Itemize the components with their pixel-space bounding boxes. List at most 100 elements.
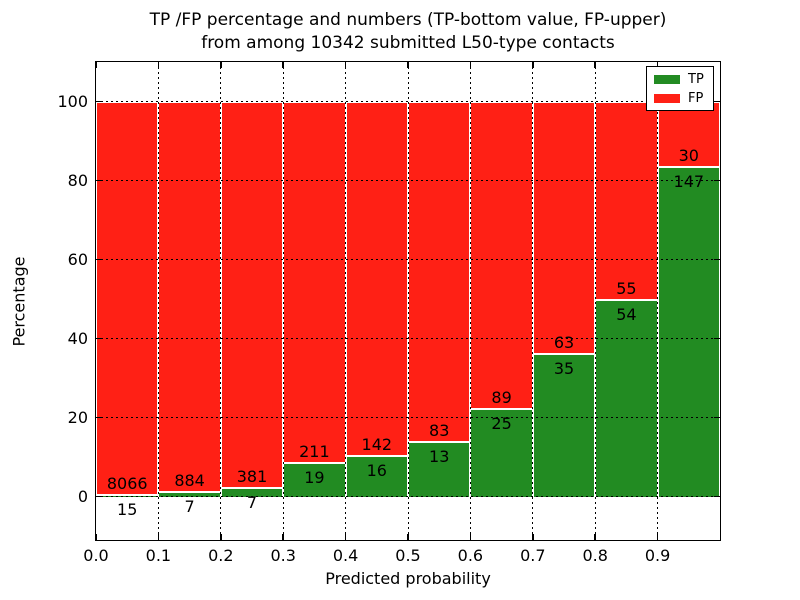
y-tick-mark xyxy=(96,100,102,103)
x-tick-label: 0.6 xyxy=(457,546,484,565)
fp-legend-swatch xyxy=(654,94,680,103)
fp-count-label: 55 xyxy=(616,278,637,298)
x-tick-label: 0.0 xyxy=(83,546,109,565)
y-tick-mark xyxy=(714,337,720,340)
bar-segment-tp xyxy=(158,493,221,497)
gridline-vertical xyxy=(282,62,284,540)
x-tick-mark xyxy=(594,62,596,68)
tp-count-label: 25 xyxy=(491,413,512,433)
tp-count-label: 7 xyxy=(246,493,258,513)
y-tick-label: 20 xyxy=(67,407,88,427)
x-tick-mark xyxy=(469,534,472,540)
fp-count-label: 30 xyxy=(678,146,699,166)
legend-item: TP xyxy=(647,72,713,87)
bar-segment-fp xyxy=(595,101,658,301)
y-tick-mark xyxy=(96,416,102,419)
gridline-vertical xyxy=(594,62,596,540)
fp-count-label: 142 xyxy=(361,434,393,454)
bar-segment-fp xyxy=(96,101,159,496)
fp-count-label: 884 xyxy=(174,471,205,491)
y-tick-label: 40 xyxy=(67,328,88,348)
bar-segment-fp xyxy=(283,101,346,464)
bar-segment-fp xyxy=(345,101,408,457)
x-tick-label: 0.2 xyxy=(208,546,234,565)
tp-count-label: 13 xyxy=(429,447,450,467)
tp-count-label: 54 xyxy=(616,304,637,324)
x-tick-mark xyxy=(157,534,160,540)
x-tick-mark xyxy=(220,62,222,68)
legend-item-label: TP xyxy=(688,72,704,87)
tp-count-label: 147 xyxy=(673,172,705,192)
bar-segment-tp xyxy=(532,355,596,497)
x-axis-label: Predicted probability xyxy=(325,569,491,588)
plot-area: 8066 15 884 7 381 7 211 19 142 16 83 13 89 25 63 35 55 54… xyxy=(95,61,721,541)
y-tick-mark xyxy=(96,495,102,498)
gridline-vertical xyxy=(345,62,347,540)
x-tick-label: 0.4 xyxy=(332,546,359,565)
tp-count-label: 19 xyxy=(304,467,325,487)
x-tick-label: 0.8 xyxy=(582,546,608,565)
chart-title-line1: TP /FP percentage and numbers (TP-bottom… xyxy=(149,10,667,30)
x-tick-mark xyxy=(656,534,659,540)
y-tick-label: 80 xyxy=(67,170,88,190)
x-tick-mark xyxy=(282,534,284,540)
bar-segment-tp xyxy=(283,463,346,497)
x-tick-mark xyxy=(532,62,534,68)
legend-item: FP xyxy=(647,91,713,106)
bar-segment-tp xyxy=(408,443,471,497)
tp-legend-swatch xyxy=(654,75,680,84)
x-tick-mark xyxy=(469,62,472,68)
gridline-vertical xyxy=(157,62,159,540)
x-tick-mark xyxy=(407,534,409,540)
x-tick-label: 0.9 xyxy=(644,546,671,565)
x-tick-mark xyxy=(282,62,284,68)
bar-segment-tp xyxy=(220,489,284,497)
bar-segment-fp xyxy=(470,101,533,410)
bar-segment-tp xyxy=(470,409,533,497)
y-tick-label: 60 xyxy=(67,249,88,269)
fp-count-label: 381 xyxy=(236,467,268,487)
y-tick-label: 100 xyxy=(57,91,88,111)
gridline-vertical xyxy=(469,62,471,540)
x-tick-mark xyxy=(95,62,97,68)
x-tick-label: 0.5 xyxy=(395,546,421,565)
gridline-vertical xyxy=(532,62,534,540)
x-tick-label: 0.1 xyxy=(145,546,172,565)
gridline-vertical xyxy=(657,62,659,540)
bar-segment-tp xyxy=(657,168,720,497)
bar-segment-tp xyxy=(595,300,658,497)
tp-count-label: 35 xyxy=(553,359,575,379)
y-tick-label: 0 xyxy=(77,486,88,506)
fp-count-label: 8066 xyxy=(106,473,148,493)
chart-title-line2: from among 10342 submitted L50-type cont… xyxy=(201,33,615,53)
x-tick-mark xyxy=(656,62,659,68)
x-tick-mark xyxy=(532,534,534,540)
gridline-vertical xyxy=(220,62,222,540)
chart-title: TP /FP percentage and numbers (TP-bottom… xyxy=(96,9,720,55)
gridline-vertical xyxy=(407,62,409,540)
y-tick-mark xyxy=(96,337,102,340)
tp-count-label: 7 xyxy=(184,497,195,517)
x-tick-mark xyxy=(344,534,347,540)
fp-count-label: 63 xyxy=(553,333,575,353)
fp-count-label: 83 xyxy=(429,421,450,441)
bar-segment-fp xyxy=(408,101,471,444)
x-tick-mark xyxy=(95,534,97,540)
y-tick-mark xyxy=(714,495,720,498)
x-tick-mark xyxy=(344,62,347,68)
legend: TP FP xyxy=(646,66,714,111)
bar-segment-fp xyxy=(532,101,596,356)
x-tick-mark xyxy=(407,62,409,68)
y-axis-label: Percentage xyxy=(9,255,29,347)
fp-count-label: 89 xyxy=(491,387,512,407)
y-tick-mark xyxy=(714,100,720,103)
x-tick-mark xyxy=(157,62,160,68)
bar-segment-fp xyxy=(158,101,221,494)
legend-item-label: FP xyxy=(688,91,704,106)
x-tick-mark xyxy=(594,534,596,540)
x-tick-label: 0.3 xyxy=(270,546,296,565)
y-tick-mark xyxy=(714,416,720,419)
x-tick-mark xyxy=(220,534,222,540)
bar-segment-fp xyxy=(220,101,284,490)
